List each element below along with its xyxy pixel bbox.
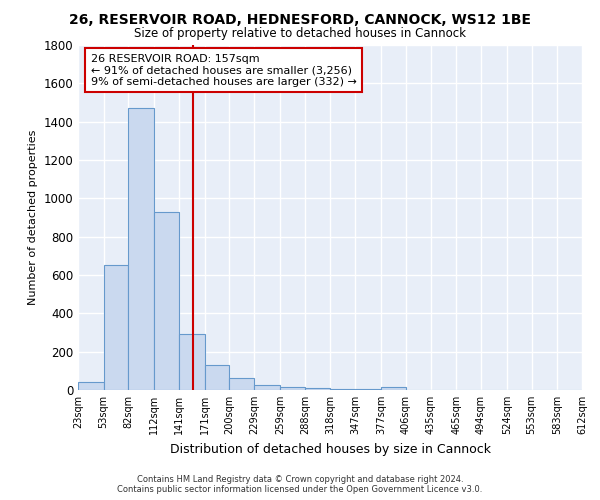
Bar [229,378,254,390]
Bar [254,385,280,390]
Bar [280,387,305,390]
Bar [128,108,154,390]
Bar [305,388,331,390]
Text: Size of property relative to detached houses in Cannock: Size of property relative to detached ho… [134,28,466,40]
Bar [154,212,179,390]
X-axis label: Distribution of detached houses by size in Cannock: Distribution of detached houses by size … [170,442,491,456]
Bar [179,334,205,390]
Text: Contains HM Land Registry data © Crown copyright and database right 2024.
Contai: Contains HM Land Registry data © Crown c… [118,474,482,494]
Text: 26 RESERVOIR ROAD: 157sqm
← 91% of detached houses are smaller (3,256)
9% of sem: 26 RESERVOIR ROAD: 157sqm ← 91% of detac… [91,54,357,87]
Bar [331,389,355,390]
Bar [78,382,104,390]
Y-axis label: Number of detached properties: Number of detached properties [28,130,38,305]
Text: 26, RESERVOIR ROAD, HEDNESFORD, CANNOCK, WS12 1BE: 26, RESERVOIR ROAD, HEDNESFORD, CANNOCK,… [69,12,531,26]
Bar [104,266,128,390]
Bar [205,365,229,390]
Bar [381,387,406,390]
